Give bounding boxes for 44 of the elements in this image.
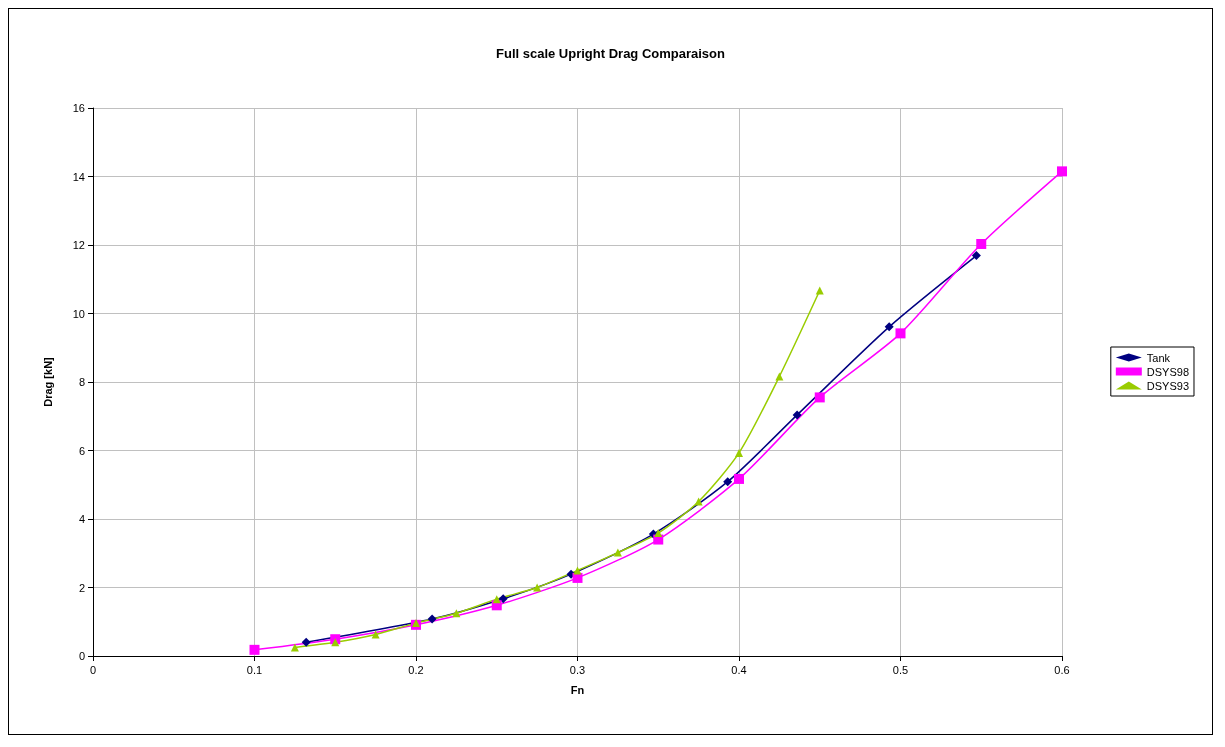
point xyxy=(792,410,802,420)
point xyxy=(613,548,622,557)
x-tick-label: 0.5 xyxy=(892,663,909,676)
point xyxy=(895,328,906,339)
point xyxy=(884,322,894,332)
x-axis-title: Fn xyxy=(570,683,585,696)
legend-label: Tank xyxy=(1146,351,1171,364)
point xyxy=(452,609,461,618)
y-tick-label: 4 xyxy=(78,513,85,525)
x-tick-label: 0 xyxy=(89,663,97,676)
point xyxy=(498,594,508,604)
point xyxy=(735,448,743,457)
point xyxy=(814,392,825,403)
point xyxy=(572,572,583,583)
x-tick-label: 0.1 xyxy=(246,663,263,676)
legend-label: DSYS98 xyxy=(1146,365,1190,378)
chart-title: Full scale Upright Drag Comparaison xyxy=(496,46,726,61)
y-tick-label: 12 xyxy=(72,239,85,251)
y-tick-label: 0 xyxy=(78,650,85,662)
y-tick-label: 10 xyxy=(72,307,85,320)
y-tick-label: 16 xyxy=(72,102,85,114)
point xyxy=(533,583,542,592)
point xyxy=(815,286,824,295)
x-tick-label: 0.3 xyxy=(569,663,586,676)
point xyxy=(734,473,744,484)
x-tick-label: 0.2 xyxy=(408,663,424,676)
point xyxy=(971,251,981,261)
y-tick-label: 6 xyxy=(78,444,85,457)
x-tick-label: 0.4 xyxy=(731,663,747,676)
point xyxy=(976,238,987,249)
point xyxy=(573,566,582,575)
y-tick-label: 14 xyxy=(72,170,85,183)
y-tick-label: 8 xyxy=(78,376,85,388)
point xyxy=(775,372,784,381)
y-tick-label: 2 xyxy=(78,581,85,594)
point xyxy=(694,497,703,506)
point xyxy=(723,477,733,487)
x-tick-label: 0.6 xyxy=(1054,663,1070,676)
point xyxy=(301,637,311,647)
point xyxy=(427,614,437,624)
legend-label: DSYS93 xyxy=(1146,379,1190,392)
point xyxy=(1057,166,1067,177)
point xyxy=(249,644,260,655)
y-axis-title: Drag [kN] xyxy=(41,356,54,407)
